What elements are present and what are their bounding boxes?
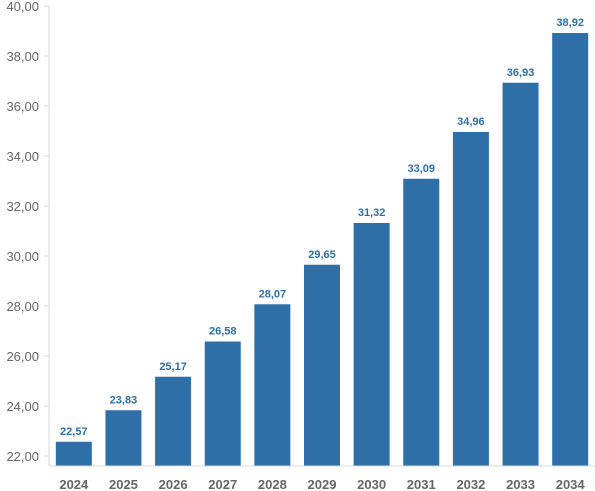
bar-2028 bbox=[254, 304, 291, 466]
data-label-2024: 22,57 bbox=[60, 426, 88, 438]
x-tick-label-2026: 2026 bbox=[159, 477, 188, 491]
bar-2029 bbox=[304, 264, 340, 466]
bar-2025 bbox=[105, 410, 142, 466]
y-tick-label: 30,00 bbox=[6, 249, 39, 264]
x-tick-label-2030: 2030 bbox=[357, 477, 386, 491]
data-label-2026: 25,17 bbox=[159, 361, 187, 373]
y-tick-label: 38,00 bbox=[6, 49, 39, 64]
y-tick-label: 26,00 bbox=[6, 349, 39, 364]
y-tick-label: 24,00 bbox=[6, 399, 39, 414]
y-tick-label: 32,00 bbox=[6, 199, 39, 214]
bar-2031 bbox=[403, 178, 440, 466]
data-label-2034: 38,92 bbox=[556, 17, 584, 29]
x-tick-label-2033: 2033 bbox=[506, 477, 535, 491]
data-label-2027: 26,58 bbox=[209, 326, 237, 338]
data-labels-group: 22,57 23,83 25,17 26,58 28,07 29,65 31,32 33,09… bbox=[60, 17, 584, 438]
data-label-2028: 28,07 bbox=[259, 288, 287, 300]
data-label-2031: 33,09 bbox=[408, 163, 436, 175]
bar-2032 bbox=[452, 132, 489, 466]
bar-2033 bbox=[502, 82, 539, 466]
data-label-2029: 29,65 bbox=[308, 249, 336, 261]
x-tick-label-2029: 2029 bbox=[308, 477, 337, 491]
y-tick-label: 40,00 bbox=[6, 0, 39, 14]
data-label-2025: 23,83 bbox=[110, 394, 138, 406]
x-tick-label-2025: 2025 bbox=[109, 477, 138, 491]
x-tick-label-2031: 2031 bbox=[407, 477, 436, 491]
bar-2030 bbox=[353, 223, 390, 466]
x-tick-label-2034: 2034 bbox=[556, 477, 586, 491]
data-label-2033: 36,93 bbox=[507, 67, 535, 79]
data-label-2030: 31,32 bbox=[358, 207, 386, 219]
bars-group bbox=[55, 33, 589, 466]
x-tick-label-2032: 2032 bbox=[456, 477, 485, 491]
y-tick-label: 28,00 bbox=[6, 299, 39, 314]
x-tick-label-2027: 2027 bbox=[208, 477, 237, 491]
data-label-2032: 34,96 bbox=[457, 116, 485, 128]
bar-2027 bbox=[204, 341, 241, 466]
y-tick-label: 36,00 bbox=[6, 99, 39, 114]
y-tick-label: 34,00 bbox=[6, 149, 39, 164]
bar-2024 bbox=[55, 441, 92, 466]
y-tick-label: 22,00 bbox=[6, 449, 39, 464]
bar-2026 bbox=[155, 376, 192, 466]
x-axis: 2024 2025 2026 2027 2028 2029 2030 2031 2032 2033… bbox=[49, 465, 595, 491]
x-tick-label-2028: 2028 bbox=[258, 477, 287, 491]
bar-2034 bbox=[552, 33, 589, 466]
x-tick-label-2024: 2024 bbox=[59, 477, 89, 491]
y-axis: 22,00 24,00 26,00 28,00 30,00 32,00 34,00 36,00… bbox=[6, 0, 50, 466]
